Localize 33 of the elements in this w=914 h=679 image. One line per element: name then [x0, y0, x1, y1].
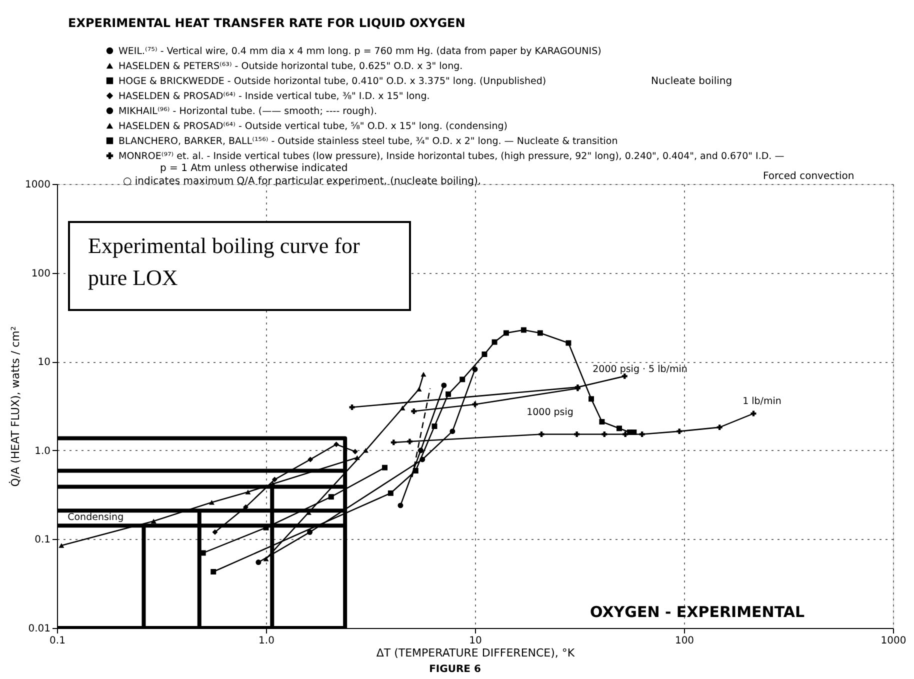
annotation: Condensing — [68, 512, 124, 523]
x-tick-label: 100 — [674, 636, 694, 646]
annotation: 1000 psig — [526, 407, 574, 418]
y-axis-title: Q̇/A (HEAT FLUX), watts / cm² — [8, 326, 22, 487]
legend-label: BLANCHERO, BARKER, BALL⁽¹⁵⁶⁾ - Outside stainless steel tube, ¾" O.D. x 2" long. — Nucleate & transition — [118, 136, 618, 147]
y-tick-label: 0.01 — [28, 624, 50, 634]
chart-title: EXPERIMENTAL HEAT TRANSFER RATE FOR LIQUID OXYGEN — [68, 16, 466, 30]
text: Forced convection — [763, 171, 854, 182]
annotation: OXYGEN - EXPERIMENTAL — [590, 603, 806, 621]
y-tick-label: 100 — [31, 268, 50, 280]
x-tick-label: 10 — [469, 636, 482, 646]
annotation: ○ indicates maximum Q/A for particular experiment, (nucleate boiling). — [123, 176, 482, 187]
annotation: 2000 psig · 5 lb/min — [592, 364, 688, 375]
y-tick-label: 10 — [38, 357, 50, 368]
caption: FIGURE 6 — [429, 664, 481, 675]
y-tick-label: 1.0 — [34, 446, 50, 457]
legend-label: HASELDEN & PROSAD⁽⁶⁴⁾ - Inside vertical tube, ⅜" I.D. x 15" long. — [118, 90, 430, 102]
x-tick-label: 0.1 — [50, 636, 66, 646]
x-axis-title: ΔT (TEMPERATURE DIFFERENCE), °K — [376, 646, 576, 660]
legend-label: HASELDEN & PROSAD⁽⁶⁴⁾ - Outside vertical tube, ⅝" O.D. x 15" long. (condensing) — [118, 120, 508, 132]
text: Nucleate boiling — [651, 76, 732, 87]
annotation: 1 lb/min — [742, 396, 782, 407]
legend-label: MONROE⁽⁹⁷⁾ et. al. - Inside vertical tubes (low pressure), Inside horizontal tubes, (high pressure, 92" long), 0.240", 0.404", and 0.670" I.D. — — [118, 150, 785, 162]
x-tick-label: 1000 — [880, 636, 906, 646]
x-tick-label: 1.0 — [258, 636, 274, 646]
annotation: Experimental boiling curve for pure LOX — [88, 233, 361, 290]
legend-label: MIKHAIL⁽⁹⁶⁾ - Horizontal tube. (—— smooth; ---- rough). — [118, 106, 377, 117]
legend-label: HOGE & BRICKWEDDE - Outside horizontal tube, 0.410" O.D. x 3.375" long. (Unpublished) — [118, 76, 546, 87]
legend-label: HASELDEN & PETERS⁽⁶³⁾ - Outside horizontal tube, 0.625" O.D. x 3" long. — [118, 60, 463, 72]
legend-label: WEIL.⁽⁷⁵⁾ - Vertical wire, 0.4 mm dia x 4 mm long. p = 760 mm Hg. (data from paper by KARAGOUNIS) — [118, 46, 602, 57]
text: p = 1 Atm unless otherwise indicated — [160, 163, 348, 174]
y-tick-label: 1000 — [25, 180, 50, 190]
y-tick-label: 0.1 — [34, 534, 50, 546]
